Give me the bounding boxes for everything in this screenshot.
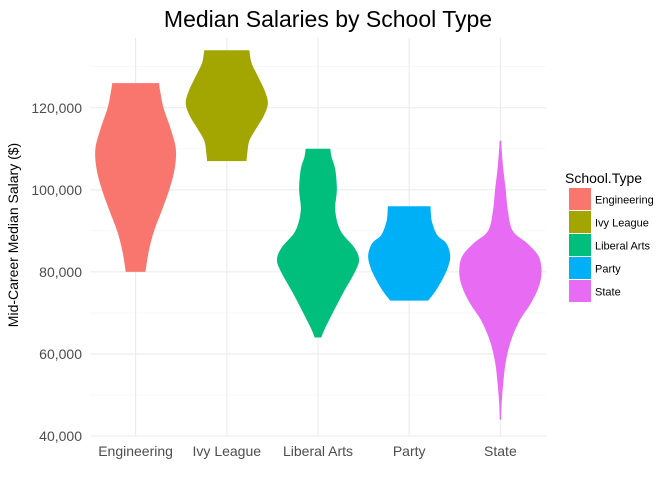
y-tick-label: 40,000 [39,428,82,444]
legend-label: Party [595,264,621,276]
y-tick-label: 120,000 [31,100,82,116]
x-tick-label: Liberal Arts [283,443,353,459]
y-tick-label: 100,000 [31,182,82,198]
violin-engineering [95,83,177,272]
legend-key [569,280,591,302]
legend-key [569,188,591,210]
y-axis-label: Mid-Career Median Salary ($) [5,143,21,327]
legend-key [569,211,591,233]
chart-title: Median Salaries by School Type [164,6,492,32]
legend-title: School.Type [565,170,642,186]
legend: School.Type Engineering Ivy League Liberal… [565,170,654,302]
violins [95,50,542,420]
violin-party [368,206,451,301]
legend-label: State [595,287,621,299]
y-axis-ticks: 40,000 60,000 80,000 100,000 120,000 [31,100,82,444]
x-tick-label: Party [393,443,426,459]
legend-key [569,257,591,279]
y-tick-label: 80,000 [39,264,82,280]
y-tick-label: 60,000 [39,346,82,362]
violin-ivy-league [185,50,268,162]
legend-label: Ivy League [595,218,649,230]
legend-label: Engineering [595,195,654,207]
x-tick-label: Ivy League [193,443,262,459]
x-tick-label: Engineering [98,443,173,459]
violin-liberal-arts [276,148,360,338]
legend-label: Liberal Arts [595,241,651,253]
legend-key [569,234,591,256]
x-axis-ticks: Engineering Ivy League Liberal Arts Party St… [98,443,517,459]
x-tick-label: State [484,443,517,459]
violin-state [459,140,542,420]
